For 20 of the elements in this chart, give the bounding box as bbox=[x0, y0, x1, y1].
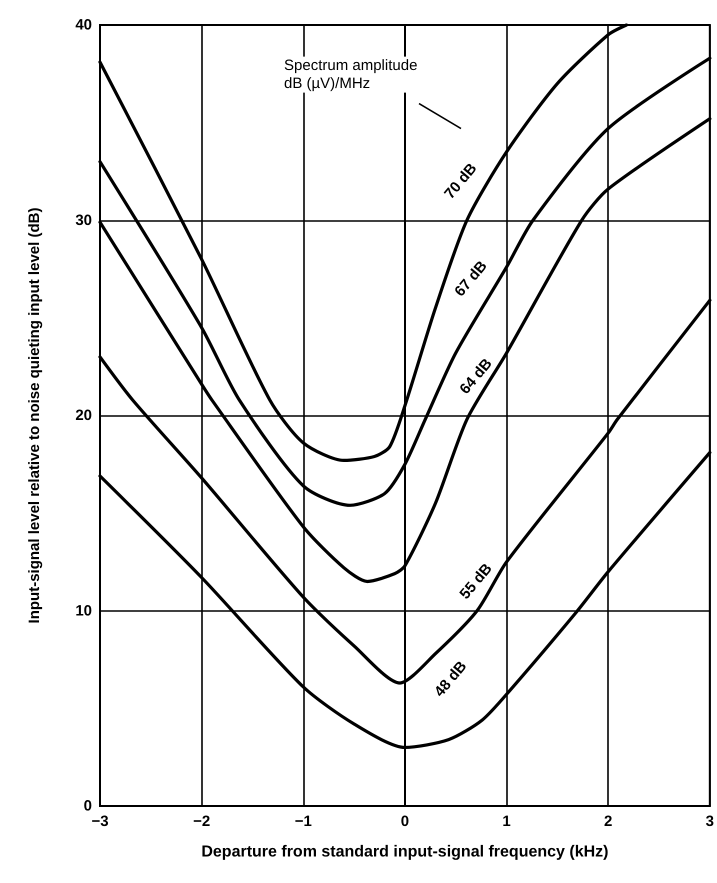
y-axis-title: Input-signal level relative to noise quieting input level (dB) bbox=[26, 208, 43, 624]
x-tick-label: −3 bbox=[91, 813, 109, 830]
y-tick-label: 10 bbox=[75, 602, 92, 620]
annotation: Spectrum amplitude dB (µV)/MHz bbox=[284, 57, 418, 92]
y-tick-label: 40 bbox=[75, 16, 92, 34]
x-axis-title: Departure from standard input-signal frequency (kHz) bbox=[201, 844, 608, 860]
annotation: 70 dB bbox=[441, 160, 481, 202]
annotation: 64 dB bbox=[456, 355, 496, 398]
annotation: 67 dB bbox=[451, 258, 491, 300]
y-tick-label: 0 bbox=[84, 798, 92, 814]
x-tick-label: 1 bbox=[502, 813, 511, 830]
x-tick-label: 3 bbox=[706, 813, 714, 830]
annotation: 55 dB bbox=[456, 560, 496, 603]
y-tick-label: 20 bbox=[75, 407, 92, 424]
x-tick-label: −1 bbox=[294, 813, 312, 830]
x-tick-label: 0 bbox=[400, 813, 410, 830]
annotation: 48 dB bbox=[431, 658, 470, 700]
x-tick-label: −2 bbox=[193, 813, 210, 830]
x-tick-label: 2 bbox=[604, 813, 612, 830]
y-tick-label: 30 bbox=[75, 212, 92, 229]
